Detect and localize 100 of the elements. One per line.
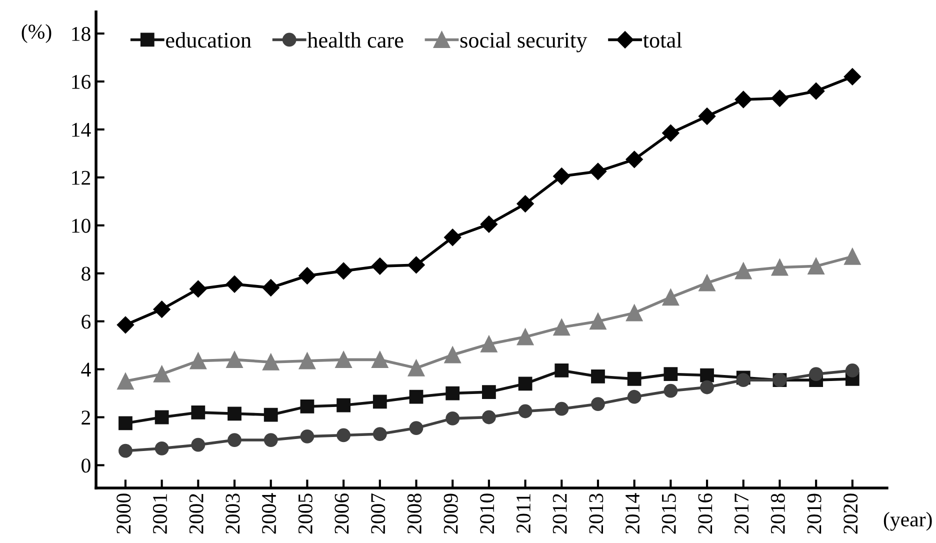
- point: [844, 68, 861, 86]
- point: [372, 351, 388, 368]
- point: [335, 262, 352, 280]
- point: [191, 438, 206, 452]
- point: [226, 351, 243, 368]
- point: [844, 248, 861, 265]
- point: [735, 262, 752, 280]
- point: [482, 385, 496, 400]
- point: [262, 354, 280, 370]
- point: [516, 195, 534, 212]
- point: [154, 410, 169, 424]
- y-tick-label: 6: [82, 314, 91, 329]
- point: [226, 276, 244, 293]
- y-axis-title: (%): [22, 24, 52, 43]
- point: [626, 150, 643, 168]
- point: [409, 390, 424, 404]
- y-tick-label: 14: [72, 122, 91, 137]
- point: [298, 352, 316, 370]
- point: [698, 274, 716, 292]
- point: [335, 351, 352, 368]
- x-tick-label: 2019: [807, 494, 822, 534]
- point: [444, 346, 461, 364]
- point: [662, 124, 680, 142]
- point: [627, 372, 642, 386]
- point: [516, 328, 534, 346]
- point: [700, 368, 714, 382]
- point: [771, 90, 788, 107]
- point: [845, 364, 860, 378]
- point: [553, 318, 570, 336]
- x-tick-label: 2004: [262, 493, 276, 534]
- x-tick-label: 2014: [625, 493, 640, 534]
- y-tick-label: 16: [72, 74, 91, 89]
- point: [408, 256, 425, 274]
- legend-label: education: [166, 32, 252, 48]
- point: [190, 352, 207, 370]
- point: [591, 370, 605, 384]
- point: [372, 427, 387, 441]
- x-tick-label: 2012: [552, 494, 567, 534]
- point: [228, 433, 242, 447]
- point: [480, 336, 498, 352]
- point: [371, 258, 388, 275]
- point: [408, 360, 425, 376]
- point: [482, 410, 496, 424]
- point: [734, 90, 752, 108]
- legend-label: social security: [460, 32, 588, 52]
- point: [591, 397, 605, 411]
- point: [336, 398, 351, 412]
- x-tick-label: 2001: [152, 494, 168, 534]
- x-tick-label: 2011: [516, 494, 531, 533]
- point: [409, 421, 424, 435]
- legend-label: total: [643, 32, 682, 48]
- x-tick-label: 2006: [334, 493, 349, 534]
- point: [590, 312, 606, 330]
- point: [736, 373, 750, 388]
- y-tick-label: 4: [81, 362, 91, 377]
- x-tick-label: 2007: [371, 493, 386, 534]
- y-tick-label: 10: [72, 218, 90, 233]
- x-tick-label: 2003: [226, 494, 240, 534]
- point: [118, 416, 132, 430]
- point: [116, 316, 134, 334]
- point: [518, 404, 532, 418]
- x-tick-label: 2018: [770, 494, 785, 534]
- point: [153, 300, 170, 318]
- legend-label: health care: [307, 32, 404, 48]
- y-tick-label: 12: [72, 170, 90, 185]
- x-tick-label: 2009: [444, 494, 458, 534]
- point: [262, 279, 280, 296]
- point: [446, 386, 460, 400]
- x-tick-label: 2005: [298, 494, 312, 534]
- point: [662, 289, 680, 306]
- point: [446, 412, 460, 426]
- point: [698, 108, 716, 125]
- point: [589, 162, 607, 180]
- x-tick-label: 2010: [480, 494, 494, 534]
- x-tick-label: 2016: [698, 493, 712, 534]
- x-tick-label: 2000: [116, 494, 131, 534]
- point: [190, 280, 207, 298]
- point: [228, 406, 242, 421]
- point: [298, 267, 316, 284]
- point: [808, 82, 825, 100]
- point: [554, 364, 569, 378]
- y-tick-label: 18: [72, 26, 90, 41]
- point: [554, 402, 569, 416]
- x-tick-label: 2002: [189, 494, 204, 534]
- point: [117, 372, 134, 390]
- y-tick-label: 2: [82, 410, 90, 424]
- point: [626, 304, 643, 322]
- y-tick-label: 0: [82, 458, 90, 473]
- x-tick-label: 2020: [844, 494, 858, 534]
- point: [300, 400, 314, 414]
- point: [300, 429, 314, 444]
- x-tick-label: 2017: [734, 493, 749, 534]
- point: [191, 406, 206, 420]
- y-tick-label: 8: [82, 266, 90, 281]
- x-tick-label: 2008: [407, 494, 422, 534]
- point: [808, 258, 824, 274]
- point: [264, 433, 278, 447]
- point: [264, 408, 278, 422]
- x-tick-label: 2015: [662, 494, 676, 534]
- point: [118, 444, 132, 458]
